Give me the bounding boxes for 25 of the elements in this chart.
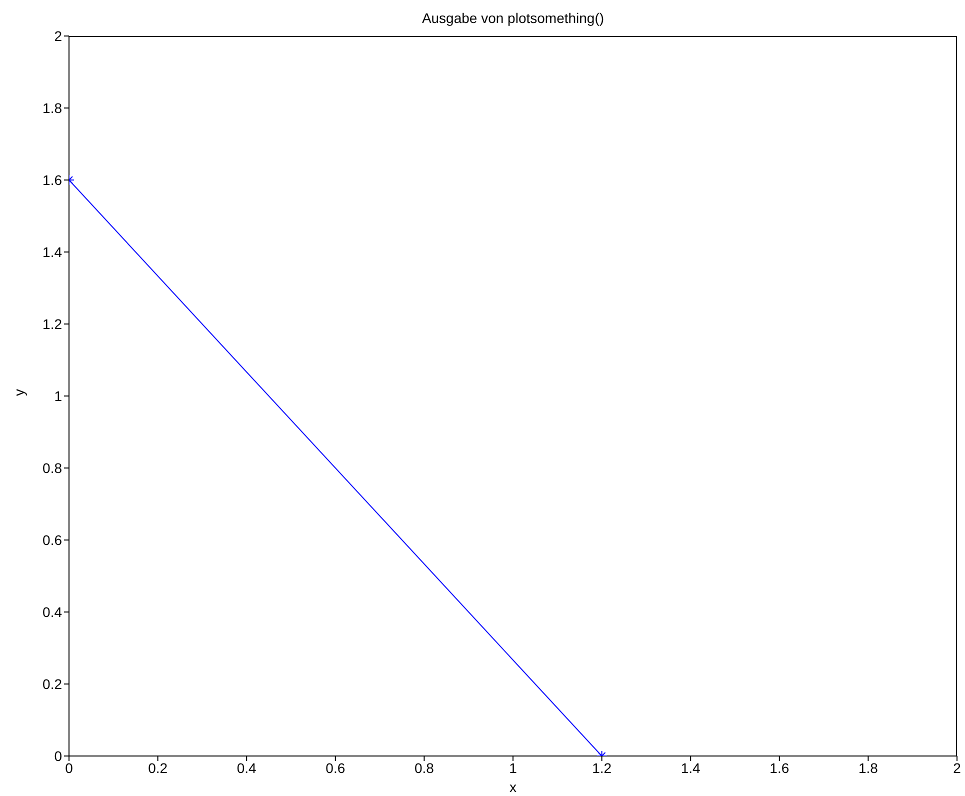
x-tick-label: 0.8 (414, 760, 434, 776)
x-tick-label: 1 (509, 760, 518, 776)
x-tick-label: 1.8 (858, 760, 878, 776)
y-tick-label: 0.6 (42, 532, 62, 548)
y-tick-label: 0.2 (42, 676, 62, 692)
x-tick-label: 1.6 (770, 760, 790, 776)
x-tick-label: 0 (65, 760, 74, 776)
y-tick-label: 1.4 (42, 244, 62, 260)
y-tick-label: 0 (54, 748, 62, 764)
y-axis-title: y (10, 389, 27, 396)
y-tick-label: 0.8 (42, 460, 62, 476)
chart-title: Ausgabe von plotsomething() (420, 10, 606, 26)
x-tick-label: 0.4 (236, 760, 257, 776)
y-tick-label: 2 (54, 28, 62, 44)
x-tick-label: 0.2 (148, 760, 168, 776)
x-tick-label: 0.6 (326, 760, 346, 776)
y-tick-label: 0.4 (42, 604, 62, 620)
x-tick-label: 1.4 (680, 760, 701, 776)
x-tick-label: 1.2 (592, 760, 612, 776)
y-tick-label: 1.6 (42, 172, 62, 188)
y-tick-label: 1 (54, 388, 62, 404)
x-tick-label: 2 (953, 760, 962, 776)
y-tick-label: 1.2 (42, 316, 62, 332)
y-tick-label: 1.8 (42, 100, 62, 116)
x-axis-title: x (510, 779, 516, 795)
